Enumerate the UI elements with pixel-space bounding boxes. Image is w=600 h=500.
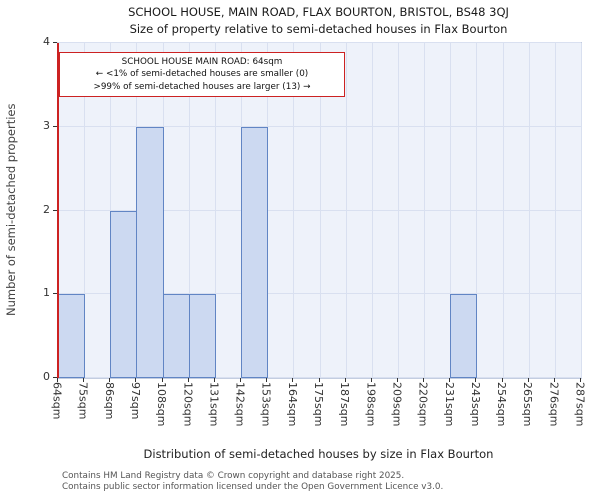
v-gridline — [581, 43, 582, 378]
histogram-bar — [162, 294, 190, 378]
histogram-bar — [110, 210, 138, 378]
x-tick-label: 164sqm — [285, 382, 299, 427]
x-tick-label: 254sqm — [495, 382, 509, 427]
x-axis-label: Distribution of semi-detached houses by … — [143, 447, 494, 461]
y-tick-label: 1 — [43, 286, 50, 300]
x-tick-mark — [396, 378, 398, 382]
x-tick-mark — [57, 378, 58, 382]
x-tick-label: 220sqm — [416, 382, 430, 427]
x-tick-mark — [449, 378, 451, 382]
x-tick-mark — [135, 378, 137, 382]
x-tick-label: 86sqm — [102, 382, 116, 420]
y-tick-mark — [53, 377, 57, 378]
v-gridline — [345, 43, 347, 378]
x-tick-label: 265sqm — [521, 382, 535, 427]
x-tick-label: 142sqm — [233, 382, 247, 427]
x-tick-mark — [161, 378, 163, 382]
attribution-line-1: Contains HM Land Registry data © Crown c… — [62, 471, 405, 481]
x-tick-mark — [475, 378, 477, 382]
property-size-marker — [57, 43, 59, 378]
x-tick-mark — [501, 378, 503, 382]
y-tick-label: 3 — [43, 118, 50, 132]
attribution-line-2: Contains public sector information licen… — [62, 481, 444, 492]
y-tick-label: 0 — [43, 370, 50, 383]
x-tick-label: 131sqm — [207, 382, 221, 427]
x-tick-mark — [83, 378, 85, 382]
v-gridline — [293, 43, 295, 378]
x-tick-label: 175sqm — [312, 382, 325, 427]
y-axis-label: Number of semi-detached properties — [4, 103, 18, 316]
annotation-line-2: ← <1% of semi-detached houses are smalle… — [95, 69, 309, 80]
h-gridline — [58, 42, 581, 43]
x-tick-label: 64sqm — [50, 382, 64, 420]
x-tick-label: 243sqm — [468, 382, 482, 427]
x-tick-label: 108sqm — [155, 382, 169, 427]
x-tick-mark — [580, 378, 581, 382]
x-tick-label: 276sqm — [547, 382, 561, 427]
v-gridline — [528, 43, 530, 378]
x-tick-mark — [344, 378, 346, 382]
x-tick-mark — [109, 378, 111, 382]
x-tick-label: 209sqm — [390, 382, 404, 427]
y-tick-mark — [53, 125, 57, 127]
x-tick-label: 187sqm — [338, 382, 352, 427]
x-tick-mark — [213, 378, 215, 382]
histogram-bar — [241, 126, 269, 378]
x-tick-mark — [527, 378, 529, 382]
x-tick-mark — [318, 378, 320, 382]
v-gridline — [554, 43, 556, 378]
v-gridline — [502, 43, 504, 378]
chart-subtitle: Size of property relative to semi-detach… — [129, 22, 508, 36]
v-gridline — [397, 43, 399, 378]
histogram-bar — [136, 126, 164, 378]
chart-title: SCHOOL HOUSE, MAIN ROAD, FLAX BOURTON, B… — [128, 5, 509, 19]
v-gridline — [371, 43, 373, 378]
v-gridline — [450, 43, 452, 378]
plot-area: SCHOOL HOUSE MAIN ROAD: 64sqm ← <1% of s… — [57, 42, 582, 379]
y-tick-label: 2 — [43, 202, 50, 216]
v-gridline — [188, 43, 190, 378]
x-tick-label: 198sqm — [364, 382, 378, 427]
y-tick-mark — [53, 293, 57, 295]
v-gridline — [424, 43, 426, 378]
x-tick-mark — [240, 378, 242, 382]
annotation-line-3: >99% of semi-detached houses are larger … — [93, 81, 311, 92]
x-tick-mark — [187, 378, 189, 382]
histogram-bar — [58, 294, 86, 378]
x-tick-label: 231sqm — [442, 382, 456, 427]
y-tick-mark — [53, 209, 57, 211]
x-tick-mark — [292, 378, 294, 382]
y-tick-label: 4 — [43, 35, 50, 48]
x-tick-label: 97sqm — [128, 382, 142, 420]
x-tick-label: 153sqm — [259, 382, 273, 427]
y-tick-mark — [53, 42, 57, 43]
v-gridline — [476, 43, 478, 378]
x-tick-mark — [266, 378, 268, 382]
annotation-line-1: SCHOOL HOUSE MAIN ROAD: 64sqm — [121, 57, 283, 67]
x-tick-mark — [553, 378, 555, 382]
x-tick-mark — [370, 378, 372, 382]
x-tick-label: 120sqm — [181, 382, 195, 427]
v-gridline — [214, 43, 216, 378]
attribution-footer: Contains HM Land Registry data © Crown c… — [62, 471, 443, 492]
histogram-bar — [188, 294, 216, 378]
x-tick-mark — [423, 378, 425, 382]
x-tick-label: 287sqm — [573, 382, 587, 427]
x-tick-label: 75sqm — [76, 382, 90, 420]
v-gridline — [84, 43, 86, 378]
v-gridline — [319, 43, 321, 378]
histogram-bar — [450, 294, 478, 378]
annotation-box: SCHOOL HOUSE MAIN ROAD: 64sqm ← <1% of s… — [59, 52, 345, 97]
